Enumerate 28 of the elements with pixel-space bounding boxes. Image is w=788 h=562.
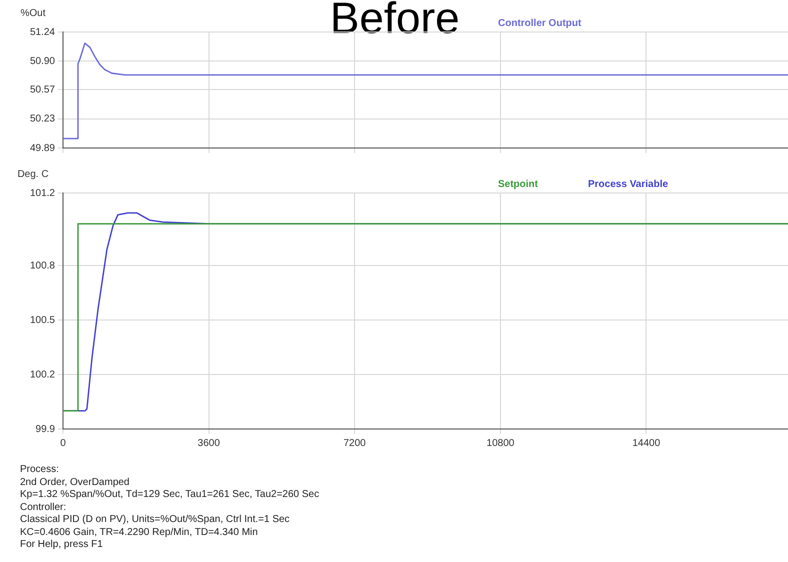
- y-tick-label: 100.8: [30, 260, 56, 272]
- y-axis-title: %Out: [20, 8, 46, 19]
- y-tick-label: 101.2: [30, 188, 56, 199]
- y-tick-label: 50.90: [30, 56, 56, 67]
- text: For Help, press F1: [20, 539, 104, 552]
- chart-title: Before: [330, 0, 460, 43]
- text: Process Variable: [588, 179, 668, 190]
- y-tick-label: 50.23: [30, 114, 56, 125]
- x-tick-label: 3600: [198, 438, 220, 449]
- y-tick-label: 99.9: [36, 424, 56, 435]
- text: KC=0.4606 Gain, TR=4.2290 Rep/Min, TD=4.340 Min: [20, 526, 259, 539]
- x-tick-label: 7200: [343, 438, 366, 449]
- x-tick-label: 14400: [632, 438, 661, 449]
- y-tick-label: 100.2: [30, 369, 56, 380]
- text: Setpoint: [498, 179, 539, 190]
- y-tick-label: 49.89: [30, 142, 56, 154]
- text: Classical PID (D on PV), Units=%Out/%Span, Ctrl Int.=1 Sec: [20, 514, 291, 526]
- text: 2nd Order, OverDamped: [20, 476, 130, 489]
- y-tick-label: 50.57: [30, 84, 56, 96]
- x-tick-label: 10800: [486, 438, 515, 449]
- y-tick-label: 51.24: [30, 26, 56, 38]
- text: Kp=1.32 %Span/%Out, Td=129 Sec, Tau1=261 Sec, Tau2=260 Sec: [20, 489, 320, 502]
- y-tick-label: 100.5: [30, 314, 56, 326]
- text: Controller:: [20, 502, 68, 514]
- text: Process:: [20, 464, 60, 476]
- x-tick-label: 0: [60, 438, 66, 449]
- text: Controller Output: [498, 18, 582, 29]
- y-axis-title: Deg. C: [17, 169, 49, 180]
